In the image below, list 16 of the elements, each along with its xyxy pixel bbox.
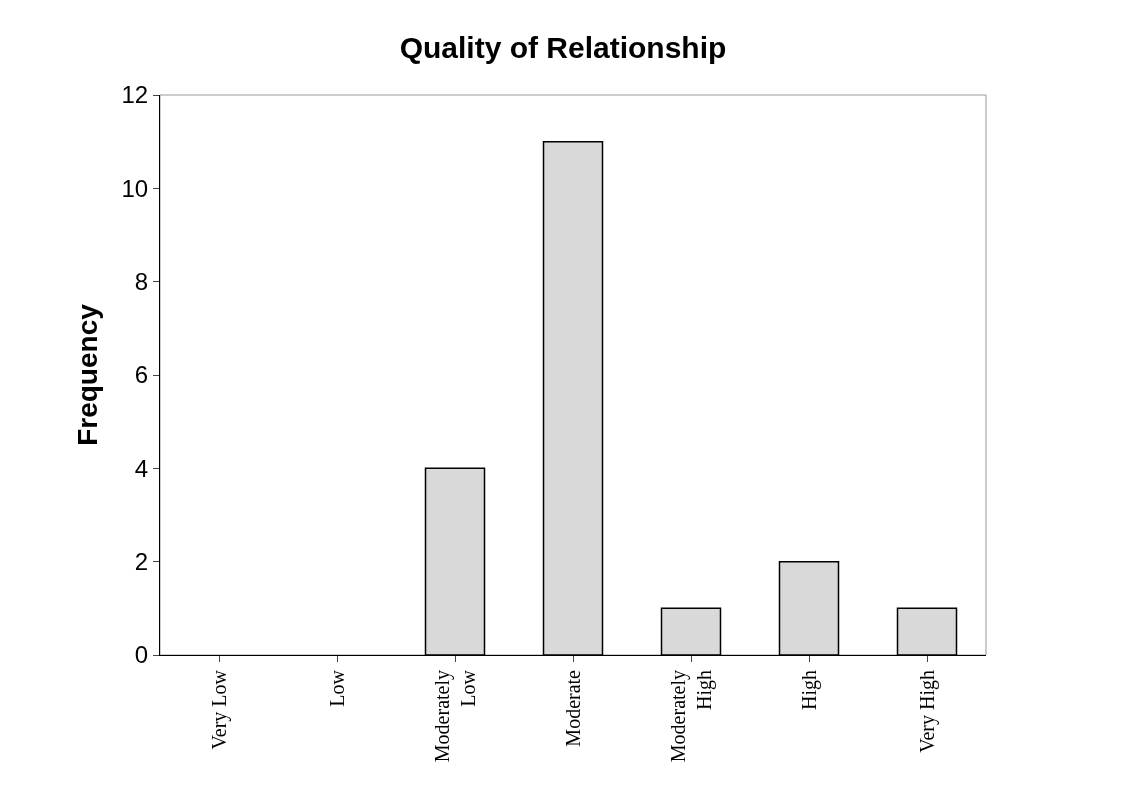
x-tick-label: Moderately Low: [430, 669, 479, 763]
x-tick-label: Very High: [915, 670, 939, 753]
x-tick-label: Moderately High: [666, 670, 716, 763]
y-tick-label: 4: [134, 454, 149, 482]
y-tick-label: 10: [121, 174, 149, 202]
y-tick-label: 8: [134, 268, 149, 296]
y-tick-label: 2: [134, 548, 149, 576]
x-tick-label: Very Low: [207, 669, 231, 750]
y-tick-label: 12: [121, 81, 149, 109]
x-tick-label: Moderate: [561, 669, 584, 747]
y-tick-label: 0: [134, 641, 149, 669]
y-axis-title: Frequency: [72, 303, 104, 446]
x-tick-label: Low: [325, 669, 348, 707]
y-tick-label: 6: [134, 361, 149, 389]
chart-title: Quality of Relationship: [399, 30, 727, 64]
x-tick-label: High: [797, 670, 821, 710]
